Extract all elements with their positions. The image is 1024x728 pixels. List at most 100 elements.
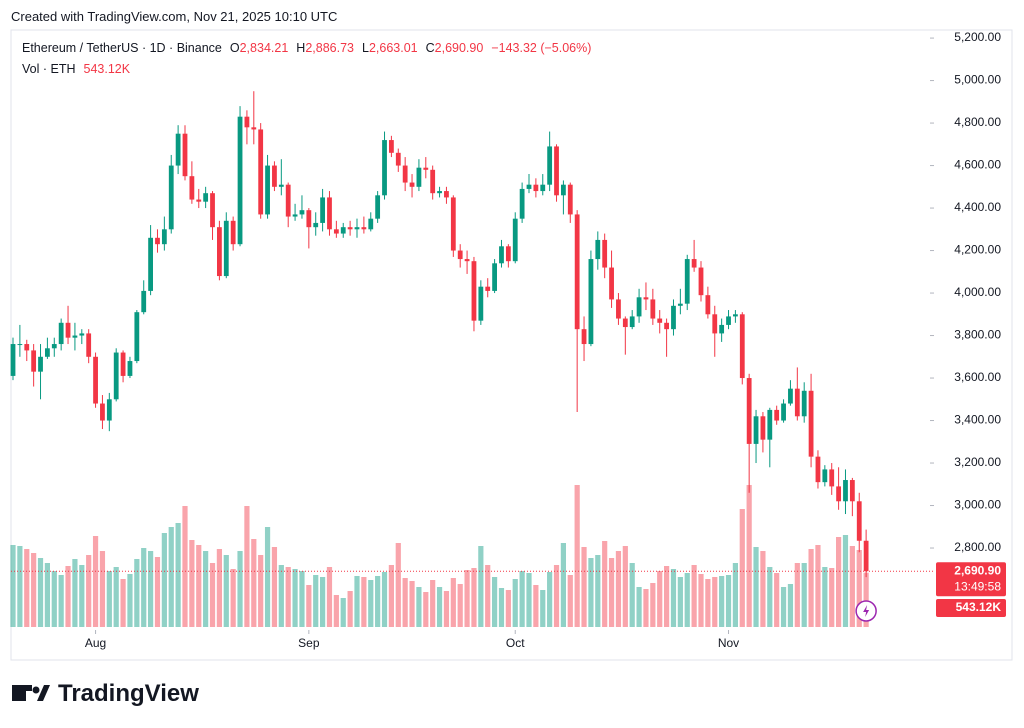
- volume-bar: [670, 569, 677, 627]
- volume-bar: [547, 572, 553, 627]
- candle-body: [836, 486, 841, 502]
- candle-body: [794, 388, 800, 417]
- volume-bar: [381, 572, 388, 627]
- candle-body: [223, 220, 229, 277]
- volume-bar: [326, 567, 333, 627]
- x-tick-label: Oct: [506, 636, 525, 650]
- candle-body: [409, 182, 415, 187]
- candle-body: [299, 210, 305, 215]
- volume-bar: [141, 548, 147, 627]
- candle-body: [815, 456, 821, 483]
- candle-body: [698, 267, 704, 296]
- candle-body: [237, 116, 243, 245]
- volume-bar: [154, 557, 161, 627]
- candle-body: [691, 259, 697, 268]
- volume-bar: [574, 485, 580, 627]
- candle-body: [382, 140, 387, 196]
- volume-bar: [395, 543, 401, 627]
- candle-body: [801, 390, 807, 417]
- volume-bar: [299, 571, 305, 627]
- candle-body: [423, 167, 429, 170]
- candle-body: [292, 214, 298, 217]
- volume-bar: [216, 549, 222, 627]
- candle-body: [100, 403, 105, 421]
- candle-body: [588, 259, 594, 345]
- candle-body: [313, 222, 319, 228]
- candle-body: [127, 361, 133, 376]
- volume-bar: [182, 506, 188, 627]
- volume-bar: [650, 583, 656, 627]
- volume-bar: [526, 573, 532, 627]
- x-tick-label: Sep: [298, 636, 320, 650]
- candle-body: [739, 314, 745, 379]
- candle-body: [141, 290, 147, 313]
- legend-value: 2,663.01: [368, 41, 418, 55]
- volume-bar: [691, 565, 697, 627]
- candle-body: [719, 324, 725, 334]
- candle-body: [822, 469, 828, 483]
- candle-body: [808, 390, 814, 457]
- candle-body: [203, 193, 209, 202]
- volume-bar: [629, 563, 635, 627]
- candle-body: [753, 416, 759, 444]
- candle-body: [829, 469, 835, 487]
- volume-bar: [37, 558, 44, 627]
- volume-bar: [10, 545, 16, 627]
- volume-bar: [92, 536, 99, 627]
- volume-label-box: [936, 599, 1006, 617]
- candle-body: [210, 193, 215, 228]
- volume-bar: [767, 567, 773, 627]
- volume-bar: [161, 533, 167, 627]
- candle-body: [113, 352, 119, 400]
- candle-body: [657, 318, 663, 323]
- candle-body: [430, 169, 436, 194]
- volume-bar: [725, 575, 732, 627]
- candle-body: [471, 261, 477, 321]
- candle-body: [726, 316, 731, 325]
- volume-bar: [230, 569, 236, 627]
- volume-bar: [209, 563, 216, 627]
- chart-frame: [10, 29, 1013, 661]
- legend-title: Ethereum / TetherUS · 1D · Binance: [22, 41, 222, 55]
- candle-body: [354, 227, 360, 230]
- volume-bar: [533, 585, 539, 627]
- volume-bar: [540, 590, 546, 627]
- volume-bar: [457, 584, 463, 627]
- volume-bar: [203, 551, 209, 627]
- candle-body: [863, 540, 869, 572]
- candle-body: [251, 127, 257, 130]
- candle-body: [217, 227, 222, 277]
- y-tick-label: 3,400.00: [954, 413, 1001, 427]
- legend-letter: H: [296, 41, 306, 55]
- candle-body: [547, 146, 553, 185]
- candle-body: [746, 378, 752, 444]
- volume-bar: [58, 575, 64, 627]
- legend-line: Ethereum / TetherUS · 1D · Binance O 2,83…: [22, 41, 591, 55]
- y-tick-label: 4,800.00: [954, 115, 1001, 129]
- y-tick-label: 4,000.00: [954, 285, 1001, 299]
- lightning-icon: [863, 605, 870, 617]
- volume-bar: [196, 545, 202, 627]
- candle-body: [389, 140, 394, 153]
- volume-bar: [553, 565, 560, 627]
- tv-logo-icon: [12, 685, 50, 701]
- candle-body: [464, 259, 470, 262]
- legend-letter: C: [425, 41, 435, 55]
- volume-bar: [595, 555, 601, 627]
- candle-body: [561, 184, 566, 196]
- candle-body: [148, 237, 153, 291]
- candle-body: [265, 165, 270, 215]
- volume-bar: [615, 551, 622, 627]
- volume-bar: [519, 571, 525, 627]
- candle-body: [519, 188, 525, 219]
- volume-bar: [79, 565, 85, 627]
- candle-body: [196, 199, 202, 202]
- candle-body: [478, 286, 484, 321]
- volume-bar: [505, 590, 511, 627]
- volume-bar: [258, 555, 264, 627]
- volume-bar: [801, 563, 807, 627]
- candle-body: [437, 191, 442, 194]
- volume-bar: [808, 549, 814, 627]
- volume-bar: [127, 574, 133, 627]
